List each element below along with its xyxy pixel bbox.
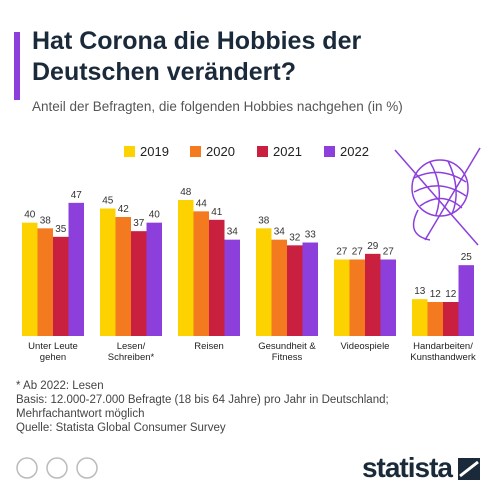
bar bbox=[427, 302, 443, 336]
value-label: 13 bbox=[414, 286, 426, 297]
value-label: 27 bbox=[336, 247, 348, 258]
value-label: 12 bbox=[430, 289, 442, 300]
value-label: 12 bbox=[445, 289, 457, 300]
bar bbox=[193, 211, 209, 336]
value-label: 33 bbox=[305, 230, 317, 241]
value-label: 44 bbox=[196, 198, 208, 209]
bar bbox=[256, 228, 272, 336]
bar bbox=[412, 299, 428, 336]
value-label: 40 bbox=[149, 210, 161, 221]
value-label: 38 bbox=[40, 215, 52, 226]
x-tick-label: Reisen bbox=[194, 341, 224, 352]
bar bbox=[271, 239, 287, 336]
value-label: 27 bbox=[352, 247, 364, 258]
bar bbox=[146, 222, 162, 336]
footnote: * Ab 2022: Lesen bbox=[16, 380, 104, 392]
bar bbox=[131, 231, 147, 336]
bar bbox=[68, 202, 84, 336]
yarn-ball bbox=[394, 147, 481, 246]
value-label: 38 bbox=[258, 215, 270, 226]
logo-stroke bbox=[459, 460, 479, 478]
bar bbox=[100, 208, 116, 336]
legend-swatch bbox=[324, 146, 335, 157]
bar bbox=[37, 228, 53, 336]
value-label: 35 bbox=[55, 224, 67, 235]
value-label: 34 bbox=[274, 227, 286, 238]
bar bbox=[302, 242, 318, 336]
subtitle: Anteil der Befragten, die folgenden Hobb… bbox=[32, 99, 403, 114]
icons bbox=[16, 457, 98, 479]
x-tick-label: Gesundheit & Fitness bbox=[258, 341, 316, 363]
title: Hat Corona die Hobbies der Deutschen ver… bbox=[32, 27, 362, 86]
bar bbox=[53, 236, 69, 336]
bar bbox=[349, 259, 365, 336]
legend-swatch bbox=[124, 146, 135, 157]
value-label: 41 bbox=[211, 207, 223, 218]
value-label: 42 bbox=[118, 204, 130, 215]
legend-swatch bbox=[257, 146, 268, 157]
bar bbox=[443, 302, 459, 336]
value-label: 27 bbox=[383, 247, 395, 258]
value-label: 48 bbox=[180, 187, 192, 198]
value-label: 32 bbox=[289, 232, 301, 243]
value-label: 47 bbox=[71, 190, 83, 201]
bar bbox=[209, 219, 225, 336]
value-label: 25 bbox=[461, 252, 473, 263]
bar bbox=[178, 200, 194, 336]
value-label: 37 bbox=[133, 218, 145, 229]
x-tick-label: Unter Leute gehen bbox=[28, 341, 78, 363]
legend-label: 2020 bbox=[206, 144, 235, 159]
value-label: 40 bbox=[24, 210, 36, 221]
bar bbox=[365, 253, 381, 336]
bar bbox=[380, 259, 396, 336]
legend-label: 2021 bbox=[273, 144, 302, 159]
brand: statista bbox=[361, 452, 453, 483]
bar bbox=[22, 222, 38, 336]
x-tick-label: Videospiele bbox=[340, 341, 390, 352]
legend-label: 2022 bbox=[340, 144, 369, 159]
source: Quelle: Statista Global Consumer Survey bbox=[16, 422, 226, 434]
footnote: Basis: 12.000-27.000 Befragte (18 bis 64… bbox=[16, 394, 389, 420]
bar bbox=[224, 239, 240, 336]
x-tick-label: Handarbeiten/ Kunsthandwerk bbox=[410, 341, 476, 363]
value-label: 45 bbox=[102, 196, 114, 207]
bar bbox=[287, 245, 303, 336]
value-label: 29 bbox=[367, 241, 379, 252]
legend-swatch bbox=[190, 146, 201, 157]
value-label: 34 bbox=[227, 227, 239, 238]
bar bbox=[334, 259, 350, 336]
x-tick-label: Lesen/ Schreiben* bbox=[107, 341, 155, 363]
accent-bar bbox=[14, 32, 20, 100]
bar bbox=[458, 265, 474, 336]
bar bbox=[115, 217, 131, 336]
legend-label: 2019 bbox=[140, 144, 169, 159]
